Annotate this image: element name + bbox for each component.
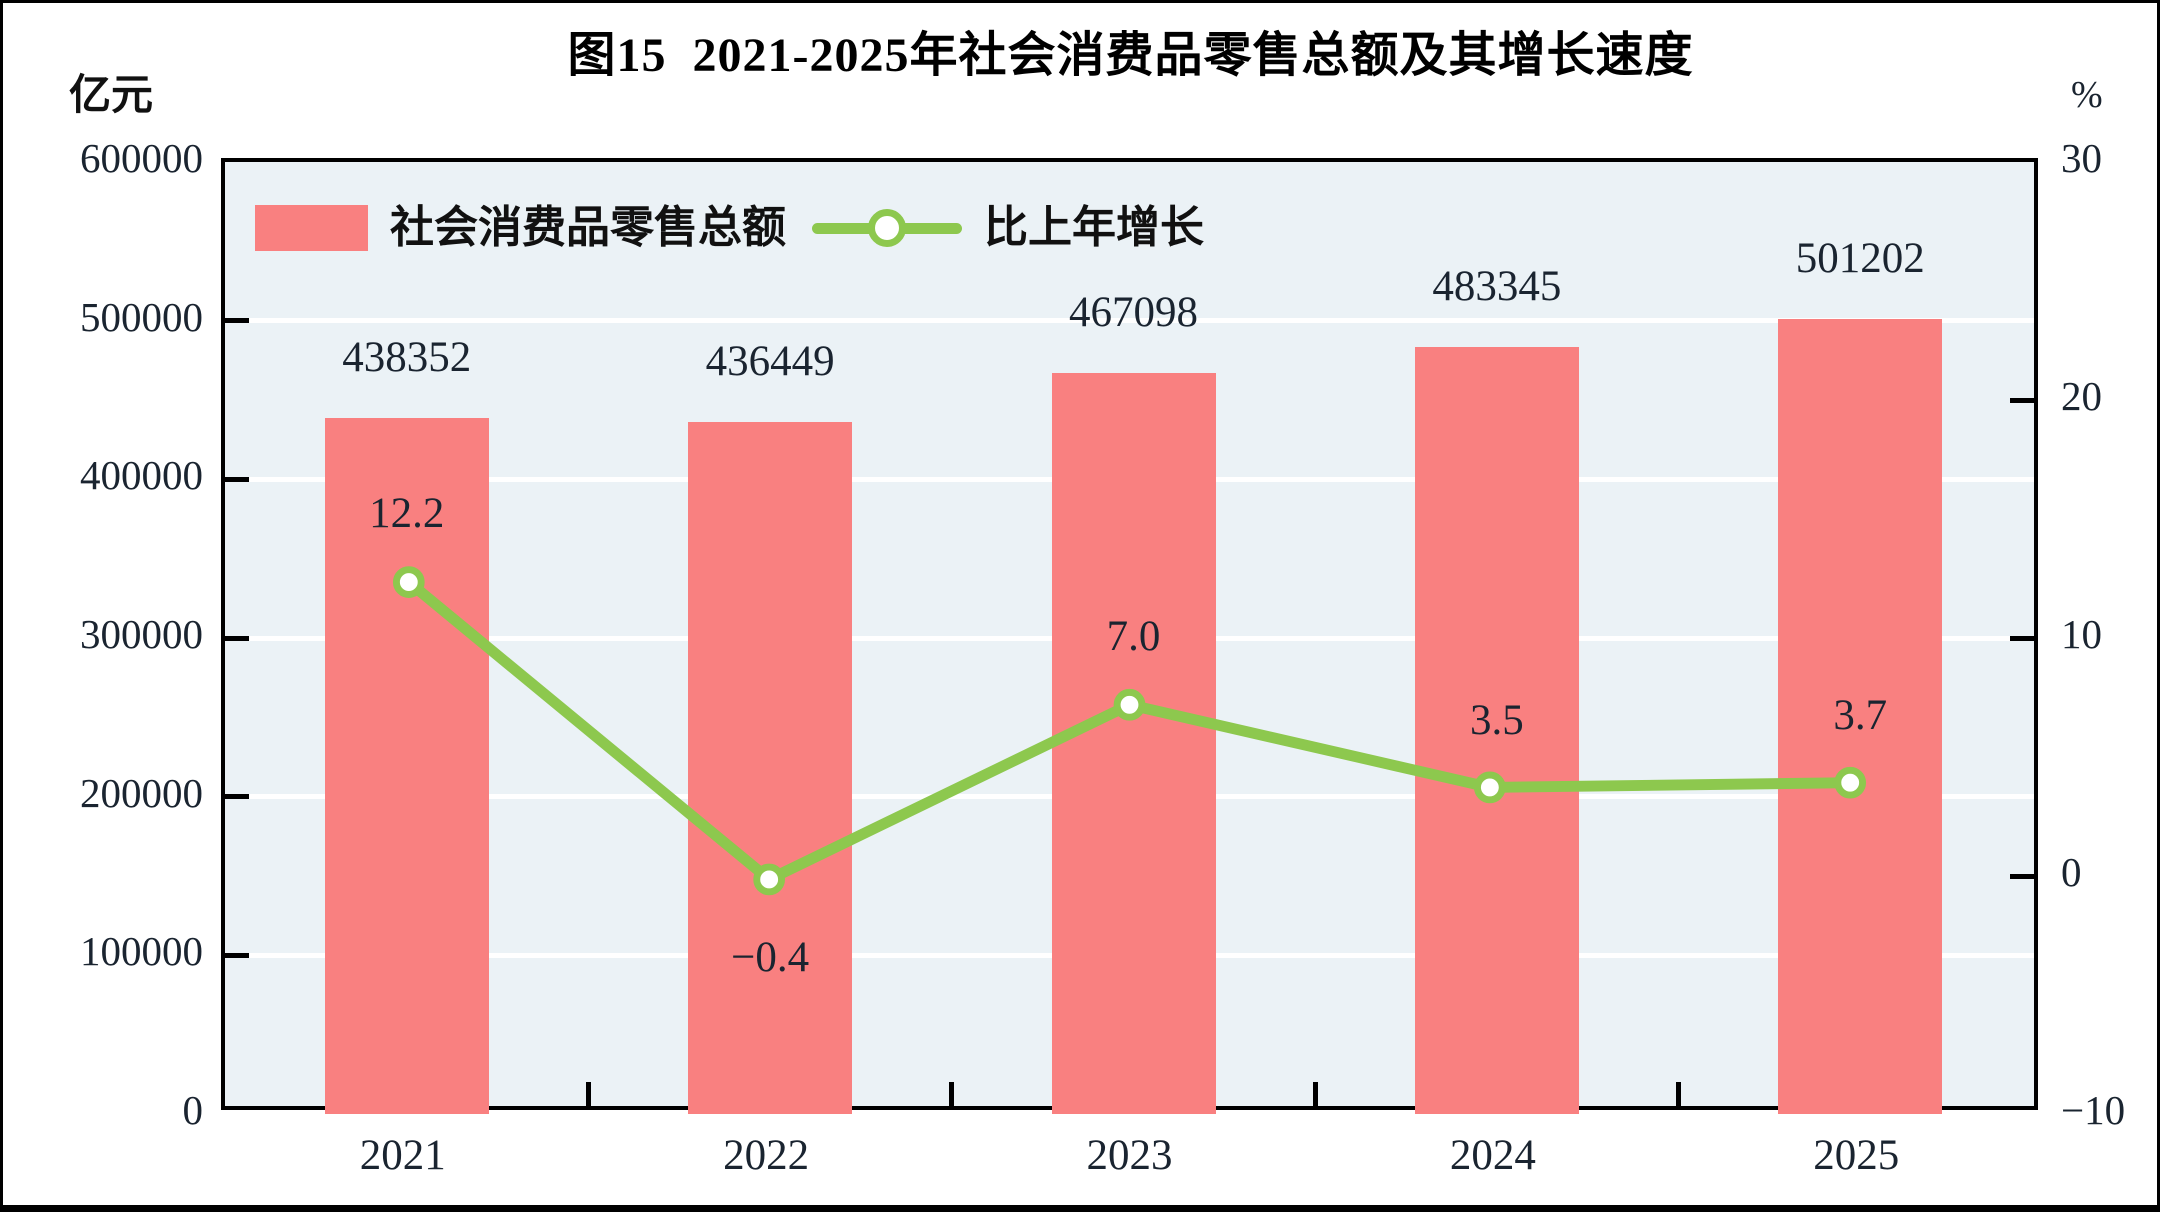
left-axis-unit-label: 亿元 [69,73,154,119]
legend-label-growth: 比上年增长 [984,203,1204,252]
x-axis-tick [949,1082,955,1106]
x-axis-label-2022: 2022 [723,1132,810,1179]
bar-series-swatch-icon [255,205,368,251]
left-axis-tick-label: 500000 [80,293,203,340]
growth-marker-2025 [1834,766,1867,799]
left-axis-tick [225,794,249,800]
left-axis-tick-label: 300000 [80,611,203,657]
bar-2022 [688,421,853,1114]
growth-value-label-2023: 7.0 [1106,613,1161,661]
bar-value-label-2021: 438352 [342,334,472,382]
right-axis-tick-label: 0 [2061,849,2082,895]
left-axis-tick-label: 200000 [80,769,203,816]
x-axis-label-2024: 2024 [1449,1132,1536,1179]
growth-line-layer [392,566,1867,896]
growth-marker-2021 [392,566,425,598]
line-series-marker-icon [812,205,962,251]
left-axis-tick-label: 600000 [80,135,203,181]
left-axis-tick [225,476,249,482]
bar-value-label-2025: 501202 [1795,234,1925,282]
growth-marker-2023 [1113,688,1146,721]
right-axis-tick [2010,873,2034,879]
plot-area: 438352 436449 467098 483345 501202 12.2 −0.4 7.… [221,158,2038,1114]
legend: 社会消费品零售总额 比上年增长 [255,203,1204,253]
right-axis-tick [2010,635,2034,641]
line-marker-dot-icon [868,209,906,247]
growth-value-label-2022: −0.4 [731,933,810,981]
bar-2024 [1414,347,1579,1114]
x-axis-tick [585,1082,591,1106]
legend-label-retail-total: 社会消费品零售总额 [390,203,786,252]
bar-value-label-2024: 483345 [1432,263,1562,311]
x-axis-label-2023: 2023 [1086,1132,1173,1179]
left-axis-tick [225,635,249,641]
gridline [225,318,2034,324]
growth-marker-2024 [1473,771,1506,804]
left-axis-tick-label: 400000 [80,452,203,499]
x-axis-tick [1312,1082,1318,1106]
bar-value-label-2023: 467098 [1069,288,1198,336]
x-axis-label-2025: 2025 [1813,1132,1900,1179]
right-axis-tick-label: −10 [2061,1087,2126,1133]
bar-2021 [324,418,489,1114]
growth-value-label-2024: 3.5 [1470,696,1524,744]
left-axis-tick-label: 100000 [80,928,203,975]
legend-item-retail-total: 社会消费品零售总额 [255,203,786,253]
right-axis-tick [2010,397,2034,403]
left-axis-tick [225,952,249,958]
left-axis-tick [225,318,249,324]
chart-title: 图15 2021-2025年社会消费品零售总额及其增长速度 [567,29,1694,82]
left-axis-tick-label: 0 [182,1087,204,1133]
growth-value-label-2025: 3.7 [1833,691,1888,739]
right-axis-tick-label: 30 [2061,135,2102,181]
growth-value-label-2021: 12.2 [369,489,445,537]
x-axis-label-2021: 2021 [359,1132,446,1179]
right-axis-tick-label: 10 [2061,611,2102,657]
bar-value-label-2022: 436449 [705,337,835,385]
legend-item-growth: 比上年增长 [812,203,1204,253]
right-axis-unit-label: % [2071,74,2103,116]
bar-2023 [1051,372,1216,1114]
x-axis-tick [1676,1082,1682,1106]
bar-2025 [1778,318,1943,1114]
growth-marker-2022 [753,863,786,896]
right-axis-tick-label: 20 [2061,373,2102,419]
